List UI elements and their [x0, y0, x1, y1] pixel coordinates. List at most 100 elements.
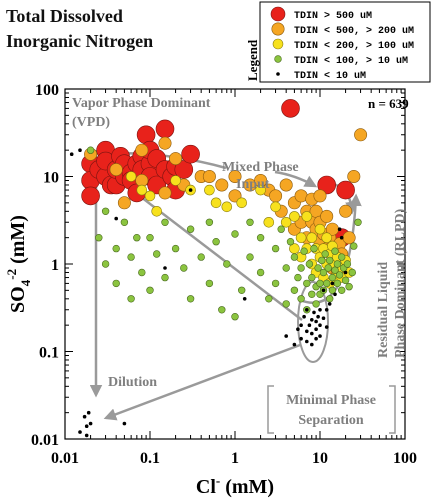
data-point	[170, 175, 181, 186]
data-point	[136, 125, 156, 145]
data-point	[333, 292, 337, 297]
data-point	[282, 300, 290, 308]
x-tick-label: 10	[312, 450, 328, 467]
data-point	[265, 295, 273, 303]
data-point	[310, 331, 314, 336]
data-point	[263, 217, 275, 228]
annotation-rlpd-2: Phase Dominant (RLPD)	[393, 208, 408, 358]
data-point	[158, 186, 172, 200]
data-point	[314, 264, 322, 272]
data-point	[323, 279, 331, 288]
data-point	[297, 264, 305, 272]
data-point	[333, 260, 342, 268]
data-point	[324, 308, 329, 312]
data-point	[284, 334, 289, 338]
data-point	[101, 260, 110, 268]
data-point	[347, 170, 361, 184]
chart-title-line1: Total Dissolved	[6, 6, 123, 26]
data-point	[101, 207, 110, 216]
data-point	[151, 206, 162, 217]
legend-box	[259, 1, 431, 83]
data-point	[297, 295, 305, 303]
axis-ticks	[64, 89, 405, 440]
data-point	[146, 234, 154, 242]
legend: Legend TDIN > 500 uM TDIN < 500, > 200 uM…	[245, 1, 431, 83]
minimal-phase-ellipse	[297, 281, 329, 363]
data-point	[256, 268, 265, 277]
data-point	[316, 279, 324, 288]
data-point	[212, 238, 220, 246]
data-point	[328, 273, 337, 282]
arrow-to-dilution	[103, 343, 301, 421]
data-point	[84, 424, 89, 429]
data-point	[114, 216, 118, 221]
data-point	[342, 231, 356, 245]
data-point	[324, 264, 332, 272]
data-point	[133, 234, 141, 242]
data-point	[310, 244, 318, 253]
data-point	[354, 218, 362, 227]
data-point	[326, 295, 334, 303]
y-axis-label: SO4-2 (mM)	[4, 215, 33, 313]
data-point	[246, 218, 254, 227]
data-point	[343, 260, 352, 268]
data-point	[294, 273, 302, 282]
data-point	[337, 227, 342, 231]
data-point	[281, 99, 300, 118]
data-point	[205, 279, 214, 288]
data-point	[242, 297, 247, 301]
data-point	[286, 238, 295, 246]
legend-marker	[270, 6, 286, 22]
data-point	[120, 218, 129, 227]
data-point	[339, 235, 344, 240]
data-point	[321, 232, 333, 243]
data-point	[310, 342, 314, 347]
data-point	[109, 163, 123, 177]
data-point	[335, 271, 344, 279]
data-point	[282, 264, 290, 272]
data-point	[81, 186, 100, 206]
annotation-vpd: Vapor Phase Dominant	[72, 96, 211, 111]
legend-label: TDIN < 100, > 10 uM	[294, 56, 408, 67]
data-point	[197, 253, 205, 261]
data-point	[146, 286, 154, 294]
data-point	[318, 323, 322, 328]
legend-marker	[272, 38, 284, 50]
data-point	[299, 323, 303, 328]
x-tick-label: 0.1	[140, 450, 160, 467]
x-tick-label: 100	[393, 450, 417, 467]
data-point	[333, 279, 342, 288]
y-tick-label: 0.01	[31, 432, 59, 449]
data-point	[255, 184, 266, 196]
data-point	[186, 295, 195, 303]
annotation-mixed-phase-1: Mixed Phase	[222, 160, 299, 175]
data-point	[328, 286, 337, 294]
data-point	[316, 314, 320, 319]
arrow-mixed-to-rlpd	[274, 170, 318, 188]
data-point	[218, 306, 226, 314]
data-point	[305, 308, 309, 312]
annotation-mixed-phase-2: Input	[236, 177, 270, 192]
x-axis-label: Cl- (mM)	[196, 473, 274, 498]
data-point	[112, 279, 120, 288]
data-point	[308, 290, 316, 298]
data-point	[350, 242, 358, 250]
data-point	[204, 184, 215, 196]
data-point	[321, 288, 326, 293]
data-point	[117, 196, 131, 210]
data-point	[290, 286, 299, 294]
data-point	[348, 268, 356, 277]
data-point	[180, 264, 188, 272]
data-point	[221, 201, 233, 213]
data-point	[295, 232, 307, 243]
data-point	[127, 295, 135, 303]
data-point	[354, 128, 368, 142]
data-point	[188, 188, 193, 192]
data-point	[308, 273, 316, 282]
data-point	[161, 273, 169, 282]
data-point	[292, 342, 297, 347]
legend-label: TDIN < 500, > 200 uM	[294, 26, 414, 37]
legend-label: TDIN < 200, > 100 uM	[294, 41, 414, 52]
data-point	[305, 339, 309, 344]
data-point	[186, 225, 195, 233]
